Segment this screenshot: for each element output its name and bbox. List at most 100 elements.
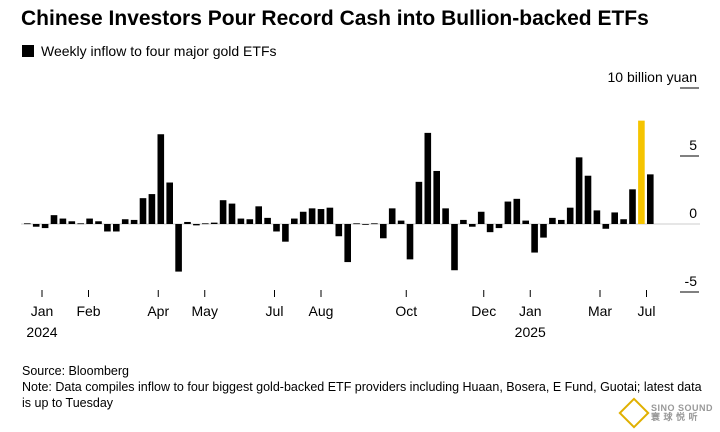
bar	[531, 224, 538, 253]
bar	[219, 200, 227, 224]
bar	[575, 157, 583, 224]
y-tick-label: 5	[689, 137, 697, 153]
watermark-line2: 寰 球 悦 听	[650, 412, 698, 422]
legend-swatch	[22, 45, 34, 57]
watermark-line1: SINO SOUND	[650, 403, 713, 413]
x-tick-label: Mar	[588, 303, 612, 319]
watermark-logo-icon	[618, 397, 650, 429]
bar	[620, 219, 627, 224]
bar	[291, 218, 298, 224]
y-axis-unit-label: 10 billion yuan	[607, 69, 697, 85]
bar	[50, 215, 58, 224]
bar	[344, 224, 351, 263]
legend-label: Weekly inflow to four major gold ETFs	[41, 43, 277, 59]
bar	[424, 132, 432, 224]
bar	[121, 219, 129, 224]
bar	[451, 224, 458, 271]
x-tick-label: Jul	[638, 303, 656, 319]
bar	[397, 220, 405, 224]
bar	[166, 182, 173, 224]
bar	[202, 223, 209, 225]
x-tick-label: Jan	[31, 303, 54, 319]
bar	[237, 218, 245, 224]
bar	[406, 224, 414, 260]
bar	[593, 210, 601, 224]
x-tick-label: Oct	[395, 303, 417, 319]
bar	[264, 217, 271, 224]
source-text: Source: Bloomberg	[22, 364, 130, 378]
bar	[522, 220, 529, 224]
footer: Source: Bloomberg Note: Data compiles in…	[22, 363, 702, 411]
bar	[184, 221, 191, 224]
bar	[388, 208, 396, 224]
bar	[433, 170, 440, 224]
bar	[353, 223, 360, 225]
chart-title: Chinese Investors Pour Record Cash into …	[21, 7, 649, 30]
bar	[59, 218, 67, 224]
x-tick-label: Apr	[147, 303, 169, 319]
bar	[299, 211, 307, 224]
watermark: SINO SOUND 寰 球 悦 听	[618, 397, 713, 429]
bar	[442, 208, 449, 224]
x-year-label: 2025	[515, 324, 546, 340]
bar	[460, 219, 467, 224]
bar	[415, 181, 423, 224]
bar	[77, 223, 84, 225]
bar	[148, 194, 156, 224]
watermark-text: SINO SOUND 寰 球 悦 听	[651, 404, 713, 422]
bar	[113, 224, 120, 232]
bar	[175, 224, 182, 272]
bar	[477, 211, 485, 224]
bar	[504, 201, 512, 224]
bar	[228, 203, 236, 224]
bar	[273, 224, 280, 232]
bar	[308, 208, 316, 224]
bar	[41, 224, 49, 229]
bar	[157, 134, 165, 224]
bar	[326, 207, 334, 224]
bar	[540, 224, 547, 238]
bar	[513, 198, 521, 224]
bar	[380, 224, 387, 239]
x-tick-label: Jan	[519, 303, 542, 319]
bar	[584, 175, 592, 224]
bar	[629, 189, 636, 224]
bar	[24, 223, 31, 225]
bar	[95, 221, 102, 224]
bar	[486, 224, 494, 233]
x-tick-label: Aug	[309, 303, 334, 319]
bar	[469, 224, 476, 227]
bar-highlight	[638, 120, 645, 224]
bar	[104, 224, 111, 232]
bar	[32, 224, 40, 227]
bar	[558, 219, 565, 224]
bar	[566, 207, 574, 224]
bar	[495, 224, 503, 229]
x-tick-label: May	[192, 303, 218, 319]
note-text: Note: Data compiles inflow to four bigge…	[22, 380, 702, 410]
bar	[647, 174, 654, 224]
bar	[255, 206, 262, 224]
y-tick-label: -5	[685, 273, 698, 289]
bar	[611, 212, 618, 224]
bar	[335, 224, 343, 237]
y-tick-label: 0	[689, 205, 697, 221]
x-tick-label: Dec	[471, 303, 496, 319]
bar	[210, 222, 218, 224]
bar	[549, 217, 556, 224]
x-year-label: 2024	[26, 324, 57, 340]
x-tick-label: Feb	[76, 303, 100, 319]
bar	[130, 219, 138, 224]
bar	[602, 224, 610, 229]
legend: Weekly inflow to four major gold ETFs	[22, 43, 277, 59]
bar	[86, 218, 93, 224]
bar	[282, 224, 289, 242]
bar	[317, 209, 325, 224]
bar	[371, 223, 378, 225]
bar	[246, 219, 254, 224]
bar	[362, 224, 369, 225]
bar	[68, 221, 76, 224]
bar	[193, 224, 200, 226]
x-tick-label: Jul	[266, 303, 284, 319]
